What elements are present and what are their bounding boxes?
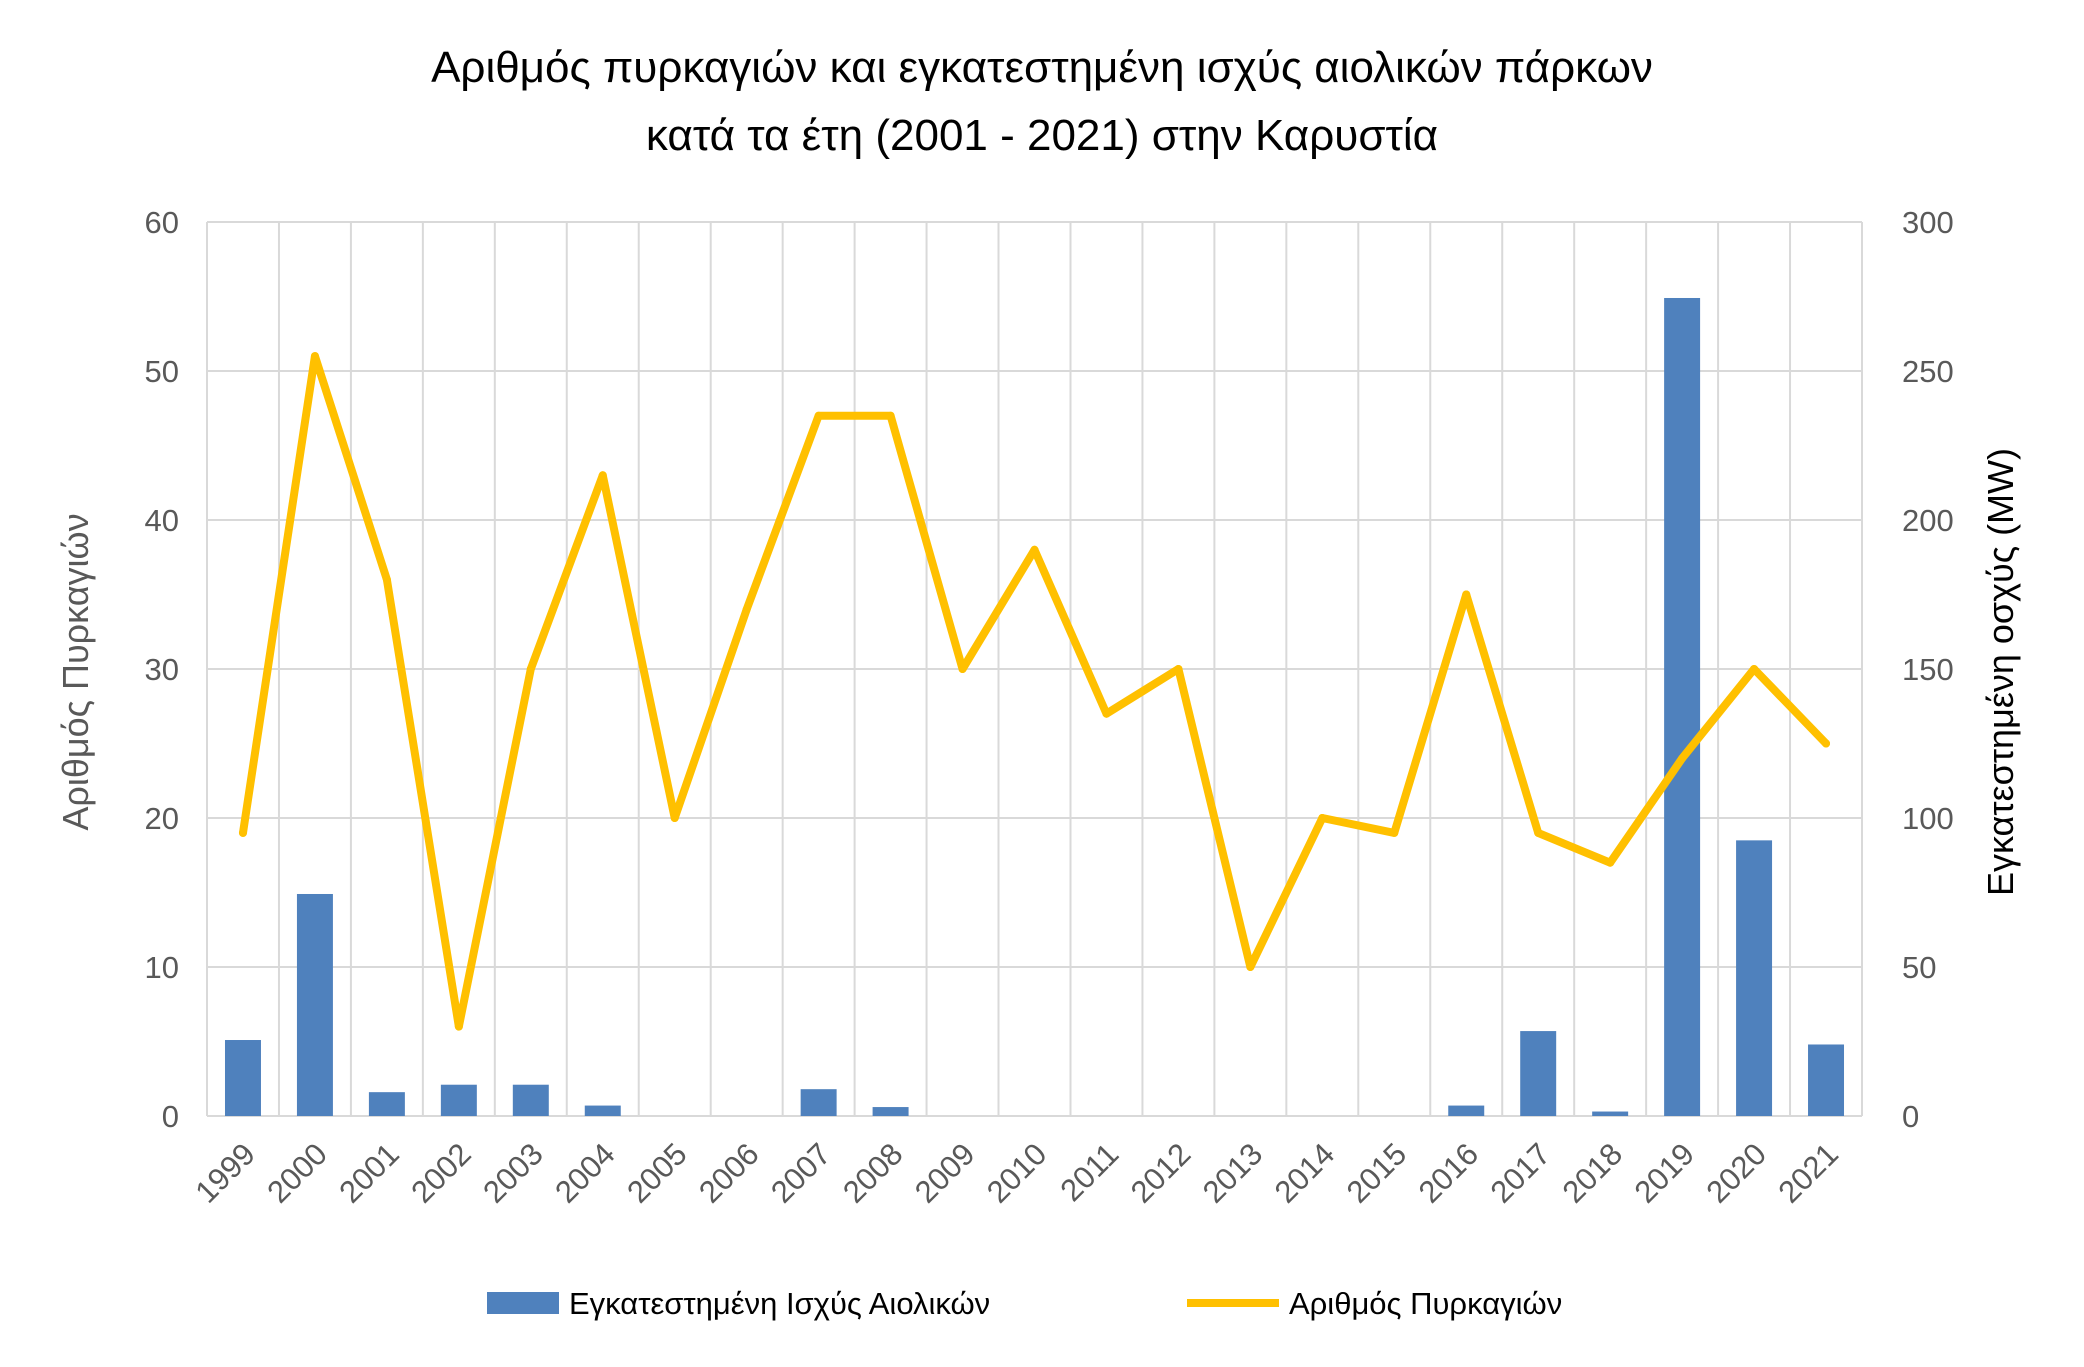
x-tick: 1999	[188, 1136, 262, 1210]
bar-2002	[440, 1084, 477, 1116]
y-axis-right-ticks: 0 50 100 150 200 250 300	[1902, 205, 1954, 1134]
y-tick-right: 100	[1902, 801, 1954, 836]
x-tick: 2007	[764, 1136, 838, 1210]
line-point-2006	[742, 605, 751, 614]
y-tick-right: 250	[1902, 354, 1954, 389]
legend: Εγκατεστημένη Ισχύς Αιολικών Αριθμός Πυρ…	[487, 1286, 1562, 1321]
bar-2007	[800, 1089, 837, 1116]
bar-2021	[1808, 1044, 1845, 1116]
x-tick: 2017	[1484, 1136, 1558, 1210]
line-point-2005	[670, 814, 679, 822]
x-tick: 2000	[260, 1136, 334, 1210]
y-axis-left-ticks: 0 10 20 30 40 50 60	[145, 205, 179, 1134]
y-tick-left: 40	[145, 503, 179, 538]
bar-2018	[1592, 1111, 1629, 1116]
x-tick: 2011	[1054, 1136, 1126, 1208]
x-tick: 2014	[1268, 1136, 1342, 1210]
x-tick: 2020	[1699, 1136, 1773, 1210]
x-tick: 2003	[476, 1136, 550, 1210]
y-tick-right: 50	[1902, 950, 1936, 985]
x-tick: 2009	[908, 1136, 982, 1210]
y-tick-left: 10	[145, 950, 179, 985]
bar-1999	[224, 1040, 261, 1116]
y-tick-right: 150	[1902, 652, 1954, 687]
chart-title: Αριθμός πυρκαγιών και εγκατεστημένη ισχύ…	[431, 43, 1653, 160]
y-axis-right-title: Εγκατεστημένη οσχύς (MW)	[1980, 448, 2021, 896]
bar-2008	[872, 1107, 909, 1116]
line-point-2020	[1750, 665, 1759, 673]
x-tick: 2008	[836, 1136, 910, 1210]
x-tick: 2010	[980, 1136, 1054, 1210]
line-path	[238, 352, 1831, 1031]
y-tick-right: 300	[1902, 205, 1954, 240]
chart-title-line-2: κατά τα έτη (2001 - 2021) στην Καρυστία	[646, 111, 1438, 160]
bar-series	[224, 297, 1845, 1116]
line-point-2017	[1534, 828, 1543, 837]
bar-2001	[368, 1092, 405, 1116]
x-tick: 2005	[620, 1136, 694, 1210]
legend-label-line: Αριθμός Πυρκαγιών	[1289, 1286, 1562, 1321]
chart-title-line-1: Αριθμός πυρκαγιών και εγκατεστημένη ισχύ…	[431, 43, 1653, 92]
y-tick-right: 200	[1902, 503, 1954, 538]
x-tick: 2013	[1196, 1136, 1270, 1210]
gridlines	[206, 221, 1863, 1117]
y-tick-left: 20	[145, 801, 179, 836]
y-axis-left-title: Αριθμός Πυρκαγιών	[55, 513, 96, 830]
line-point-2004	[598, 471, 607, 480]
y-tick-left: 0	[162, 1099, 179, 1134]
line-point-2003	[526, 665, 535, 673]
x-tick: 2006	[692, 1136, 766, 1210]
x-tick: 2015	[1340, 1136, 1414, 1210]
line-point-2011	[1102, 709, 1111, 718]
line-point-2013	[1246, 963, 1255, 971]
line-point-2012	[1174, 665, 1183, 673]
x-tick: 2002	[404, 1136, 478, 1210]
legend-label-bar: Εγκατεστημένη Ισχύς Αιολικών	[569, 1286, 990, 1321]
line-point-2018	[1606, 858, 1615, 867]
bar-2019	[1664, 297, 1701, 1116]
legend-swatch-bar	[487, 1292, 559, 1314]
x-tick: 2016	[1412, 1136, 1486, 1210]
x-tick: 2021	[1771, 1136, 1845, 1210]
x-axis-ticks: 1999200020012002200320042005200620072008…	[188, 1136, 1845, 1210]
x-tick: 2012	[1124, 1136, 1198, 1210]
line-point-2001	[382, 575, 391, 584]
line-point-2014	[1318, 814, 1327, 822]
bar-2020	[1736, 840, 1773, 1116]
bar-2017	[1520, 1031, 1557, 1116]
line-point-2007	[814, 411, 823, 420]
x-tick: 2001	[332, 1136, 406, 1210]
line-point-2000	[310, 352, 319, 361]
bar-2016	[1448, 1105, 1485, 1116]
line-point-2002	[454, 1022, 463, 1031]
y-tick-left: 60	[145, 205, 179, 240]
y-tick-left: 30	[145, 652, 179, 687]
y-tick-left: 50	[145, 354, 179, 389]
line-point-2016	[1462, 590, 1471, 599]
line-point-2010	[1030, 545, 1039, 554]
line-point-2009	[958, 665, 967, 673]
line-point-2019	[1678, 754, 1687, 763]
line-point-1999	[238, 828, 247, 837]
x-tick: 2019	[1628, 1136, 1702, 1210]
line-point-2015	[1390, 828, 1399, 837]
line-point-2021	[1822, 739, 1831, 748]
line-point-2008	[886, 411, 895, 420]
line-series	[238, 352, 1831, 1031]
bar-2004	[584, 1105, 621, 1116]
x-tick: 2018	[1556, 1136, 1630, 1210]
x-tick: 2004	[548, 1136, 622, 1210]
bar-2000	[296, 893, 333, 1116]
bar-2003	[512, 1084, 549, 1116]
y-tick-right: 0	[1902, 1099, 1919, 1134]
